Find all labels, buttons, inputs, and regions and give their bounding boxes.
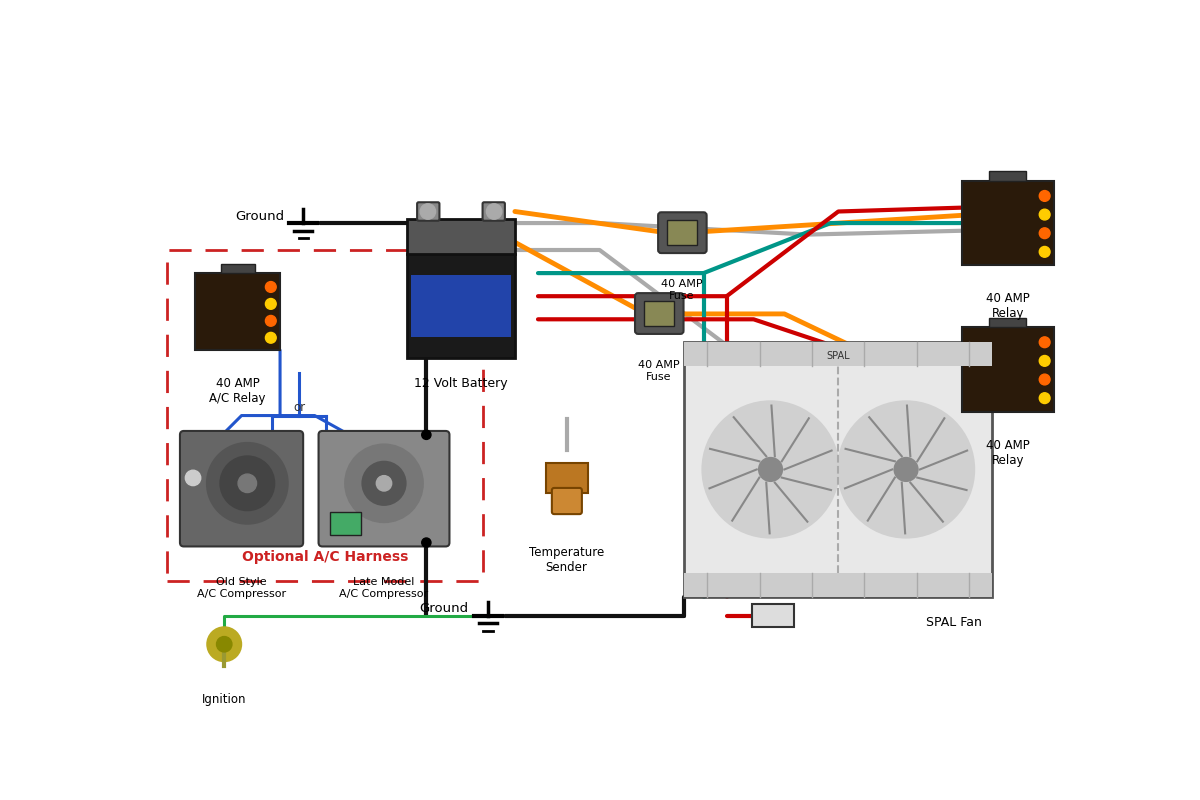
Circle shape — [1039, 393, 1050, 403]
Circle shape — [421, 538, 431, 547]
FancyBboxPatch shape — [667, 220, 697, 246]
Text: 12 Volt Battery: 12 Volt Battery — [414, 377, 508, 390]
Circle shape — [265, 298, 276, 310]
Text: Old Style
A/C Compressor: Old Style A/C Compressor — [197, 578, 286, 599]
Circle shape — [221, 456, 275, 510]
Circle shape — [839, 402, 974, 538]
Circle shape — [216, 637, 232, 652]
FancyBboxPatch shape — [752, 604, 793, 627]
Circle shape — [894, 458, 918, 481]
Circle shape — [185, 470, 200, 486]
Text: Optional A/C Harness: Optional A/C Harness — [241, 550, 408, 564]
Text: 40 AMP
Fuse: 40 AMP Fuse — [661, 279, 703, 301]
Text: Temperature
Sender: Temperature Sender — [529, 546, 604, 574]
FancyBboxPatch shape — [961, 327, 1054, 412]
FancyBboxPatch shape — [330, 512, 361, 535]
Circle shape — [1039, 228, 1050, 238]
FancyBboxPatch shape — [552, 488, 582, 514]
Circle shape — [758, 458, 782, 481]
Text: 40 AMP
Relay: 40 AMP Relay — [986, 292, 1030, 320]
Circle shape — [1039, 355, 1050, 366]
Circle shape — [208, 443, 287, 523]
FancyBboxPatch shape — [180, 431, 304, 546]
Circle shape — [1039, 374, 1050, 385]
FancyBboxPatch shape — [318, 431, 450, 546]
Circle shape — [703, 402, 839, 538]
FancyBboxPatch shape — [644, 301, 674, 326]
FancyBboxPatch shape — [684, 342, 992, 366]
FancyBboxPatch shape — [407, 219, 515, 254]
FancyBboxPatch shape — [196, 273, 280, 350]
Circle shape — [377, 476, 391, 491]
Circle shape — [238, 474, 257, 493]
Circle shape — [265, 332, 276, 343]
Circle shape — [362, 462, 406, 505]
FancyBboxPatch shape — [410, 274, 511, 337]
Text: Ground: Ground — [235, 210, 284, 222]
Text: SPAL: SPAL — [827, 351, 850, 362]
Text: or: or — [293, 401, 305, 414]
FancyBboxPatch shape — [684, 574, 992, 597]
Circle shape — [1039, 209, 1050, 220]
Circle shape — [1039, 246, 1050, 258]
FancyBboxPatch shape — [989, 318, 1026, 327]
FancyBboxPatch shape — [546, 462, 588, 494]
Text: Ground: Ground — [420, 602, 469, 615]
Text: Ignition: Ignition — [202, 693, 246, 706]
FancyBboxPatch shape — [961, 181, 1054, 266]
Text: 40 AMP
Relay: 40 AMP Relay — [986, 438, 1030, 466]
Text: Late Model
A/C Compressor: Late Model A/C Compressor — [340, 578, 428, 599]
FancyBboxPatch shape — [989, 171, 1026, 181]
Circle shape — [1039, 337, 1050, 348]
FancyBboxPatch shape — [684, 342, 992, 597]
Circle shape — [265, 282, 276, 292]
Circle shape — [486, 204, 502, 219]
FancyBboxPatch shape — [418, 202, 439, 221]
Circle shape — [1039, 190, 1050, 202]
FancyBboxPatch shape — [635, 293, 684, 334]
Circle shape — [421, 430, 431, 439]
Circle shape — [265, 315, 276, 326]
Circle shape — [208, 627, 241, 661]
Text: SPAL Fan: SPAL Fan — [926, 616, 982, 629]
FancyBboxPatch shape — [658, 212, 707, 253]
Text: 40 AMP
Fuse: 40 AMP Fuse — [638, 360, 679, 382]
Text: 40 AMP
A/C Relay: 40 AMP A/C Relay — [210, 377, 266, 405]
Circle shape — [346, 445, 422, 522]
FancyBboxPatch shape — [482, 202, 505, 221]
Circle shape — [420, 204, 436, 219]
FancyBboxPatch shape — [221, 264, 254, 273]
FancyBboxPatch shape — [407, 254, 515, 358]
